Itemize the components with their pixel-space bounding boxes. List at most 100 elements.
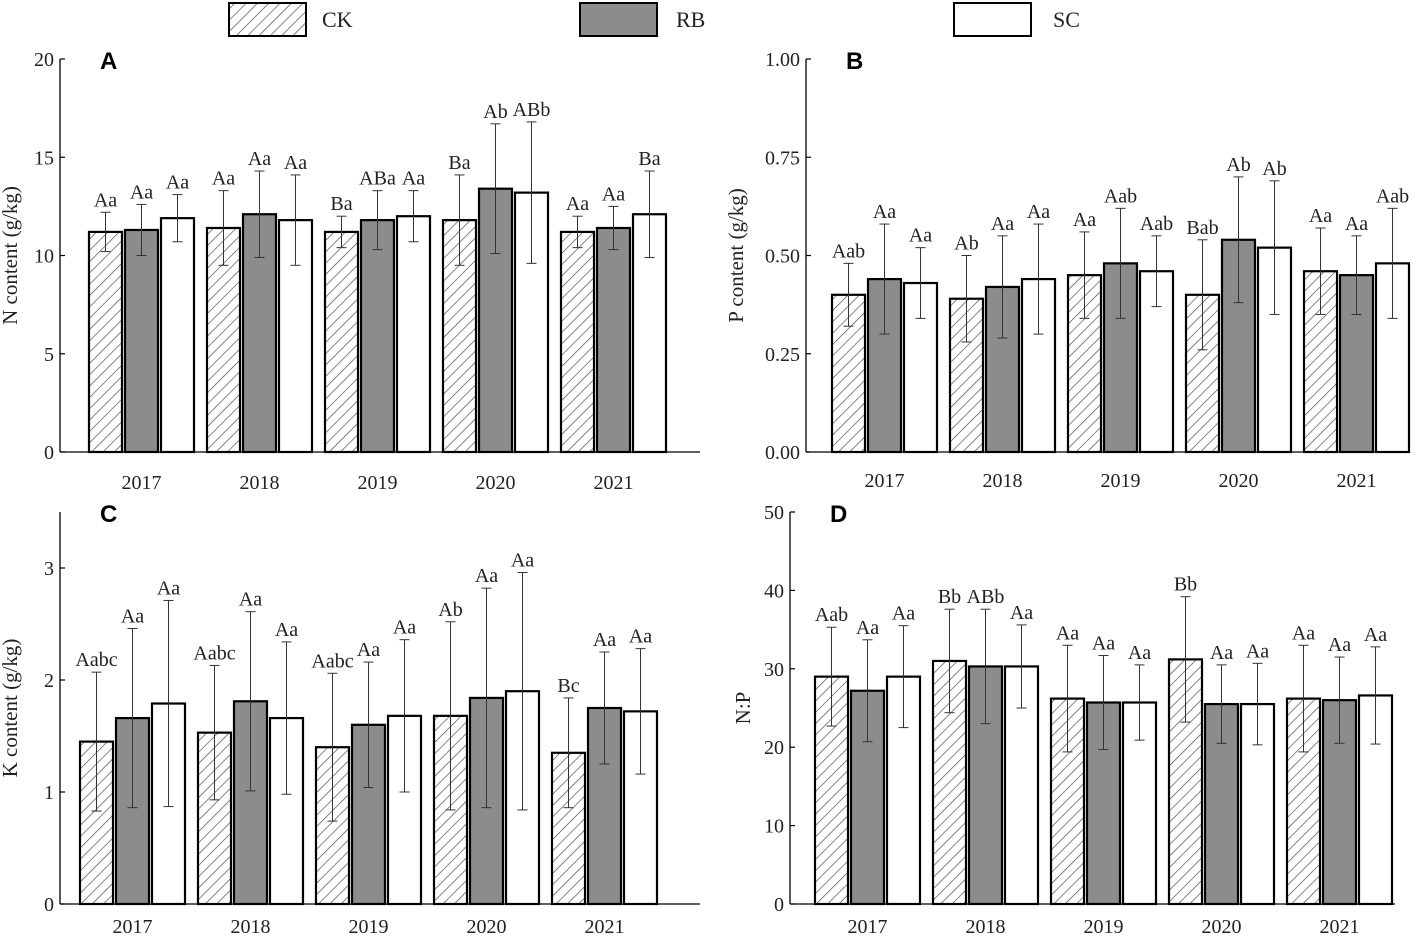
significance-label: Ab [954, 233, 978, 255]
bar-ck-2017 [87, 230, 124, 454]
y-axis-title-d: N:P [731, 692, 755, 725]
x-tick-label: 2019 [349, 916, 389, 936]
x-tick-label: 2019 [1084, 916, 1124, 936]
legend-item-rb: RB [579, 2, 705, 37]
x-tick-label: 2021 [594, 472, 634, 494]
significance-label: Aa [1246, 640, 1269, 662]
significance-label: Aa [1309, 205, 1332, 227]
significance-label: ABb [513, 99, 551, 121]
significance-label: Aa [1364, 624, 1387, 646]
panel-letter-d: D [830, 501, 847, 528]
x-tick-label: 2018 [231, 916, 271, 936]
legend-label-sc: SC [1053, 7, 1080, 32]
x-tick-label: 2018 [966, 916, 1006, 936]
significance-label: Aa [566, 193, 589, 215]
significance-label: Ab [483, 101, 507, 123]
significance-label: Aa [602, 183, 625, 205]
significance-label: Aa [1210, 642, 1233, 664]
significance-label: Aa [511, 549, 534, 571]
y-tick-label: 10 [764, 816, 784, 838]
y-tick-label: 0 [44, 442, 54, 464]
legend-swatch-sc [953, 2, 1032, 37]
significance-label: Aa [1128, 642, 1151, 664]
significance-label: Aa [157, 577, 180, 599]
y-tick-label: 50 [764, 502, 784, 524]
significance-label: Aa [892, 603, 915, 625]
significance-label: Bb [938, 586, 961, 608]
significance-label: Aa [357, 639, 380, 661]
x-tick-label: 2020 [1219, 470, 1259, 492]
significance-label: Aa [1010, 602, 1033, 624]
x-tick-label: 2021 [1320, 916, 1360, 936]
bar-ck-2021 [1285, 697, 1322, 906]
x-tick-label: 2019 [1101, 470, 1141, 492]
significance-label: Aab [1376, 185, 1409, 207]
significance-label: Aa [130, 181, 153, 203]
x-tick-label: 2020 [467, 916, 507, 936]
panel-letter-c: C [100, 501, 117, 528]
bar-ck-2019 [323, 230, 360, 454]
y-tick-label: 1.00 [765, 49, 800, 71]
significance-label: Aa [856, 617, 879, 639]
significance-label: Aa [402, 168, 425, 190]
x-tick-label: 2020 [476, 472, 516, 494]
bar-sc-2019 [395, 215, 432, 454]
significance-label: Aa [248, 148, 271, 170]
significance-label: Aab [1104, 185, 1137, 207]
bar-ck-2019 [314, 746, 351, 906]
significance-label: Aa [1328, 634, 1351, 656]
y-tick-label: 20 [764, 737, 784, 759]
significance-label: Aa [275, 619, 298, 641]
legend-swatch-rb [579, 2, 658, 37]
x-tick-label: 2017 [113, 916, 153, 936]
legend-item-ck: CK [228, 2, 353, 37]
y-tick-label: 0.75 [765, 147, 800, 169]
significance-label: Aa [991, 213, 1014, 235]
y-tick-label: 0.25 [765, 344, 800, 366]
y-tick-label: 20 [34, 49, 54, 71]
significance-label: Aa [629, 626, 652, 648]
bar-rb-2017 [866, 277, 903, 454]
legend-label-ck: CK [322, 7, 353, 32]
x-tick-label: 2017 [122, 472, 162, 494]
bar-ck-2018 [196, 731, 233, 906]
significance-label: Aa [1292, 622, 1315, 644]
significance-label: Aa [121, 605, 144, 627]
bar-ck-2021 [559, 230, 596, 454]
panel-letter-a: A [100, 48, 117, 75]
significance-label: Aabc [311, 650, 353, 672]
y-tick-label: 30 [764, 659, 784, 681]
legend-label-rb: RB [676, 7, 705, 32]
legend-item-sc: SC [953, 2, 1080, 37]
y-tick-label: 3 [44, 558, 54, 580]
y-tick-label: 0.50 [765, 246, 800, 268]
panel-letter-b: B [846, 48, 863, 75]
significance-label: Bb [1174, 574, 1197, 596]
y-tick-label: 0.00 [765, 442, 800, 464]
significance-label: Ba [448, 152, 470, 174]
panel-c: 0 1 2 3 K content (g/kg) C 2017 2018 2019 2020 202… [0, 501, 700, 936]
x-tick-label: 2021 [585, 916, 625, 936]
significance-label: Aa [1056, 622, 1079, 644]
significance-label: Aa [393, 617, 416, 639]
y-tick-label: 0 [774, 894, 784, 916]
y-axis-title-a: N content (g/kg) [0, 186, 22, 325]
significance-label: Aabc [193, 642, 235, 664]
significance-label: Aa [1027, 201, 1050, 223]
significance-label: Ab [438, 599, 462, 621]
significance-label: Aa [166, 172, 189, 194]
significance-label: Aab [832, 240, 865, 262]
significance-label: Aa [909, 225, 932, 247]
y-axis-title-c: K content (g/kg) [0, 639, 22, 778]
significance-label: Aa [284, 152, 307, 174]
significance-label: Aab [815, 604, 848, 626]
significance-label: Aab [1140, 213, 1173, 235]
x-tick-label: 2018 [240, 472, 280, 494]
legend-swatch-ck [228, 2, 307, 37]
significance-label: Aa [475, 565, 498, 587]
panel-b: 0.00 0.25 0.50 0.75 1.00 P content (g/kg) B 201… [724, 48, 1411, 492]
panel-d: 0 10 20 30 40 50 N:P D 2017 2018 2019 2020 2021 Aab Bb… [731, 501, 1395, 936]
significance-label: Aa [212, 168, 235, 190]
bar-sc-2017 [159, 217, 196, 454]
significance-label: Aa [1073, 209, 1096, 231]
